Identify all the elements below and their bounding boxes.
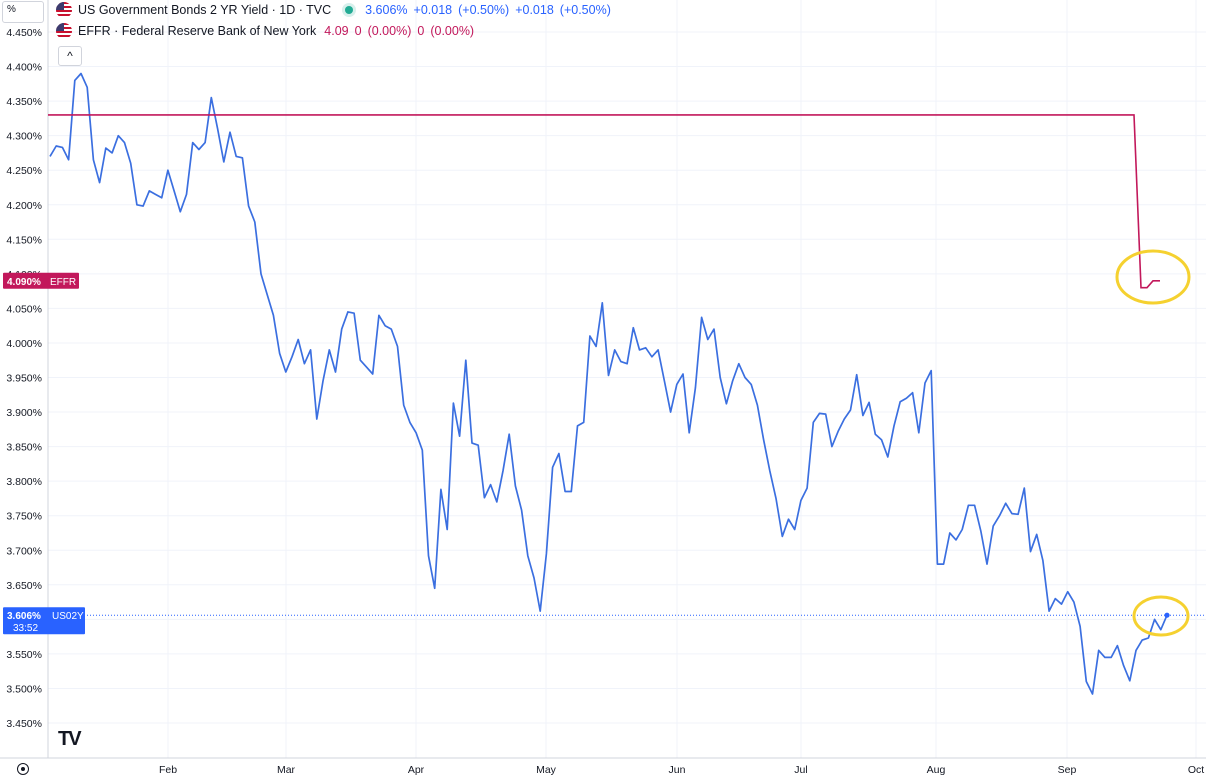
us-flag-icon — [56, 23, 72, 39]
y-tick-label: 3.900% — [6, 407, 42, 419]
us02y-last-point — [1164, 612, 1170, 618]
y-tick-label: 3.950% — [6, 373, 42, 385]
x-tick-label: Apr — [408, 764, 425, 776]
market-open-dot-icon — [345, 6, 354, 14]
y-tick-label: 3.850% — [6, 442, 42, 454]
y-tick-label: 4.200% — [6, 200, 42, 212]
legend-primary-change-pct: (+0.50%) — [458, 3, 510, 17]
tradingview-logo-icon[interactable]: TV — [58, 728, 82, 751]
legend-primary-title: US Government Bonds 2 YR Yield · 1D · TV… — [78, 3, 332, 17]
legend-primary-change-2: +0.018 — [515, 3, 554, 17]
legend-secondary-change-pct: (0.00%) — [367, 24, 412, 38]
logo-text: TV — [58, 728, 82, 750]
us02y-price-badge: 3.606% US02Y 33:52 — [3, 607, 85, 635]
x-tick-label: Feb — [159, 764, 177, 776]
x-tick-label: Oct — [1188, 764, 1204, 776]
legend-primary-change: +0.018 — [413, 3, 453, 17]
y-tick-label: 3.450% — [6, 718, 42, 730]
y-tick-label: 4.050% — [6, 303, 42, 315]
y-tick-label: 4.300% — [6, 131, 42, 143]
x-axis-labels: Feb Mar Apr May Jun Jul Aug Sep Oct — [159, 764, 1204, 776]
legend-secondary[interactable]: EFFR · Federal Reserve Bank of New York … — [56, 21, 480, 41]
axis-frame — [0, 0, 1206, 759]
scale-mode-button[interactable]: % — [2, 1, 44, 23]
y-tick-label: 3.700% — [6, 545, 42, 557]
y-tick-label: 3.550% — [6, 649, 42, 661]
legend-secondary-change: 0 — [354, 24, 362, 38]
highlight-circle-us02y — [1132, 595, 1190, 637]
y-tick-label: 4.450% — [6, 27, 42, 39]
y-tick-label: 4.400% — [6, 62, 42, 74]
x-tick-label: Jun — [669, 764, 686, 776]
y-tick-label: 3.800% — [6, 476, 42, 488]
effr-badge-price: 4.090% — [7, 277, 41, 288]
chevron-up-icon: ^ — [67, 49, 73, 63]
scale-mode-label: % — [7, 4, 16, 15]
x-tick-label: Aug — [927, 764, 946, 776]
us02y-series-line — [49, 72, 1168, 695]
us02y-badge-price: 3.606% — [7, 611, 41, 622]
legend-secondary-change-pct-2: (0.00%) — [430, 24, 475, 38]
us-flag-icon — [56, 2, 72, 18]
gear-icon[interactable] — [17, 763, 29, 775]
x-tick-label: Sep — [1058, 764, 1077, 776]
legend-primary-last: 3.606% — [365, 3, 408, 17]
y-tick-label: 3.650% — [6, 580, 42, 592]
legend-secondary-last: 4.09 — [324, 24, 349, 38]
y-tick-label: 4.150% — [6, 234, 42, 246]
effr-series-line — [48, 114, 1160, 289]
grid — [48, 0, 1206, 758]
y-tick-label: 4.000% — [6, 338, 42, 350]
us02y-badge-label: US02Y — [52, 611, 84, 622]
y-tick-label: 4.350% — [6, 96, 42, 108]
legend-primary[interactable]: US Government Bonds 2 YR Yield · 1D · TV… — [56, 0, 617, 20]
x-tick-label: Mar — [277, 764, 296, 776]
y-tick-label: 4.250% — [6, 165, 42, 177]
y-tick-label: 3.750% — [6, 511, 42, 523]
effr-badge-label: EFFR — [50, 277, 76, 288]
effr-price-badge: 4.090% EFFR — [3, 272, 79, 289]
us02y-badge-countdown: 33:52 — [13, 623, 38, 634]
x-tick-label: May — [536, 764, 557, 776]
legend-secondary-title: EFFR · Federal Reserve Bank of New York — [78, 24, 317, 38]
highlight-circle-effr — [1115, 249, 1191, 305]
x-tick-label: Jul — [794, 764, 807, 776]
legend-secondary-change-2: 0 — [417, 24, 425, 38]
y-tick-label: 3.500% — [6, 683, 42, 695]
collapse-legend-button[interactable]: ^ — [58, 46, 82, 66]
legend-primary-change-pct-2: (+0.50%) — [559, 3, 611, 17]
